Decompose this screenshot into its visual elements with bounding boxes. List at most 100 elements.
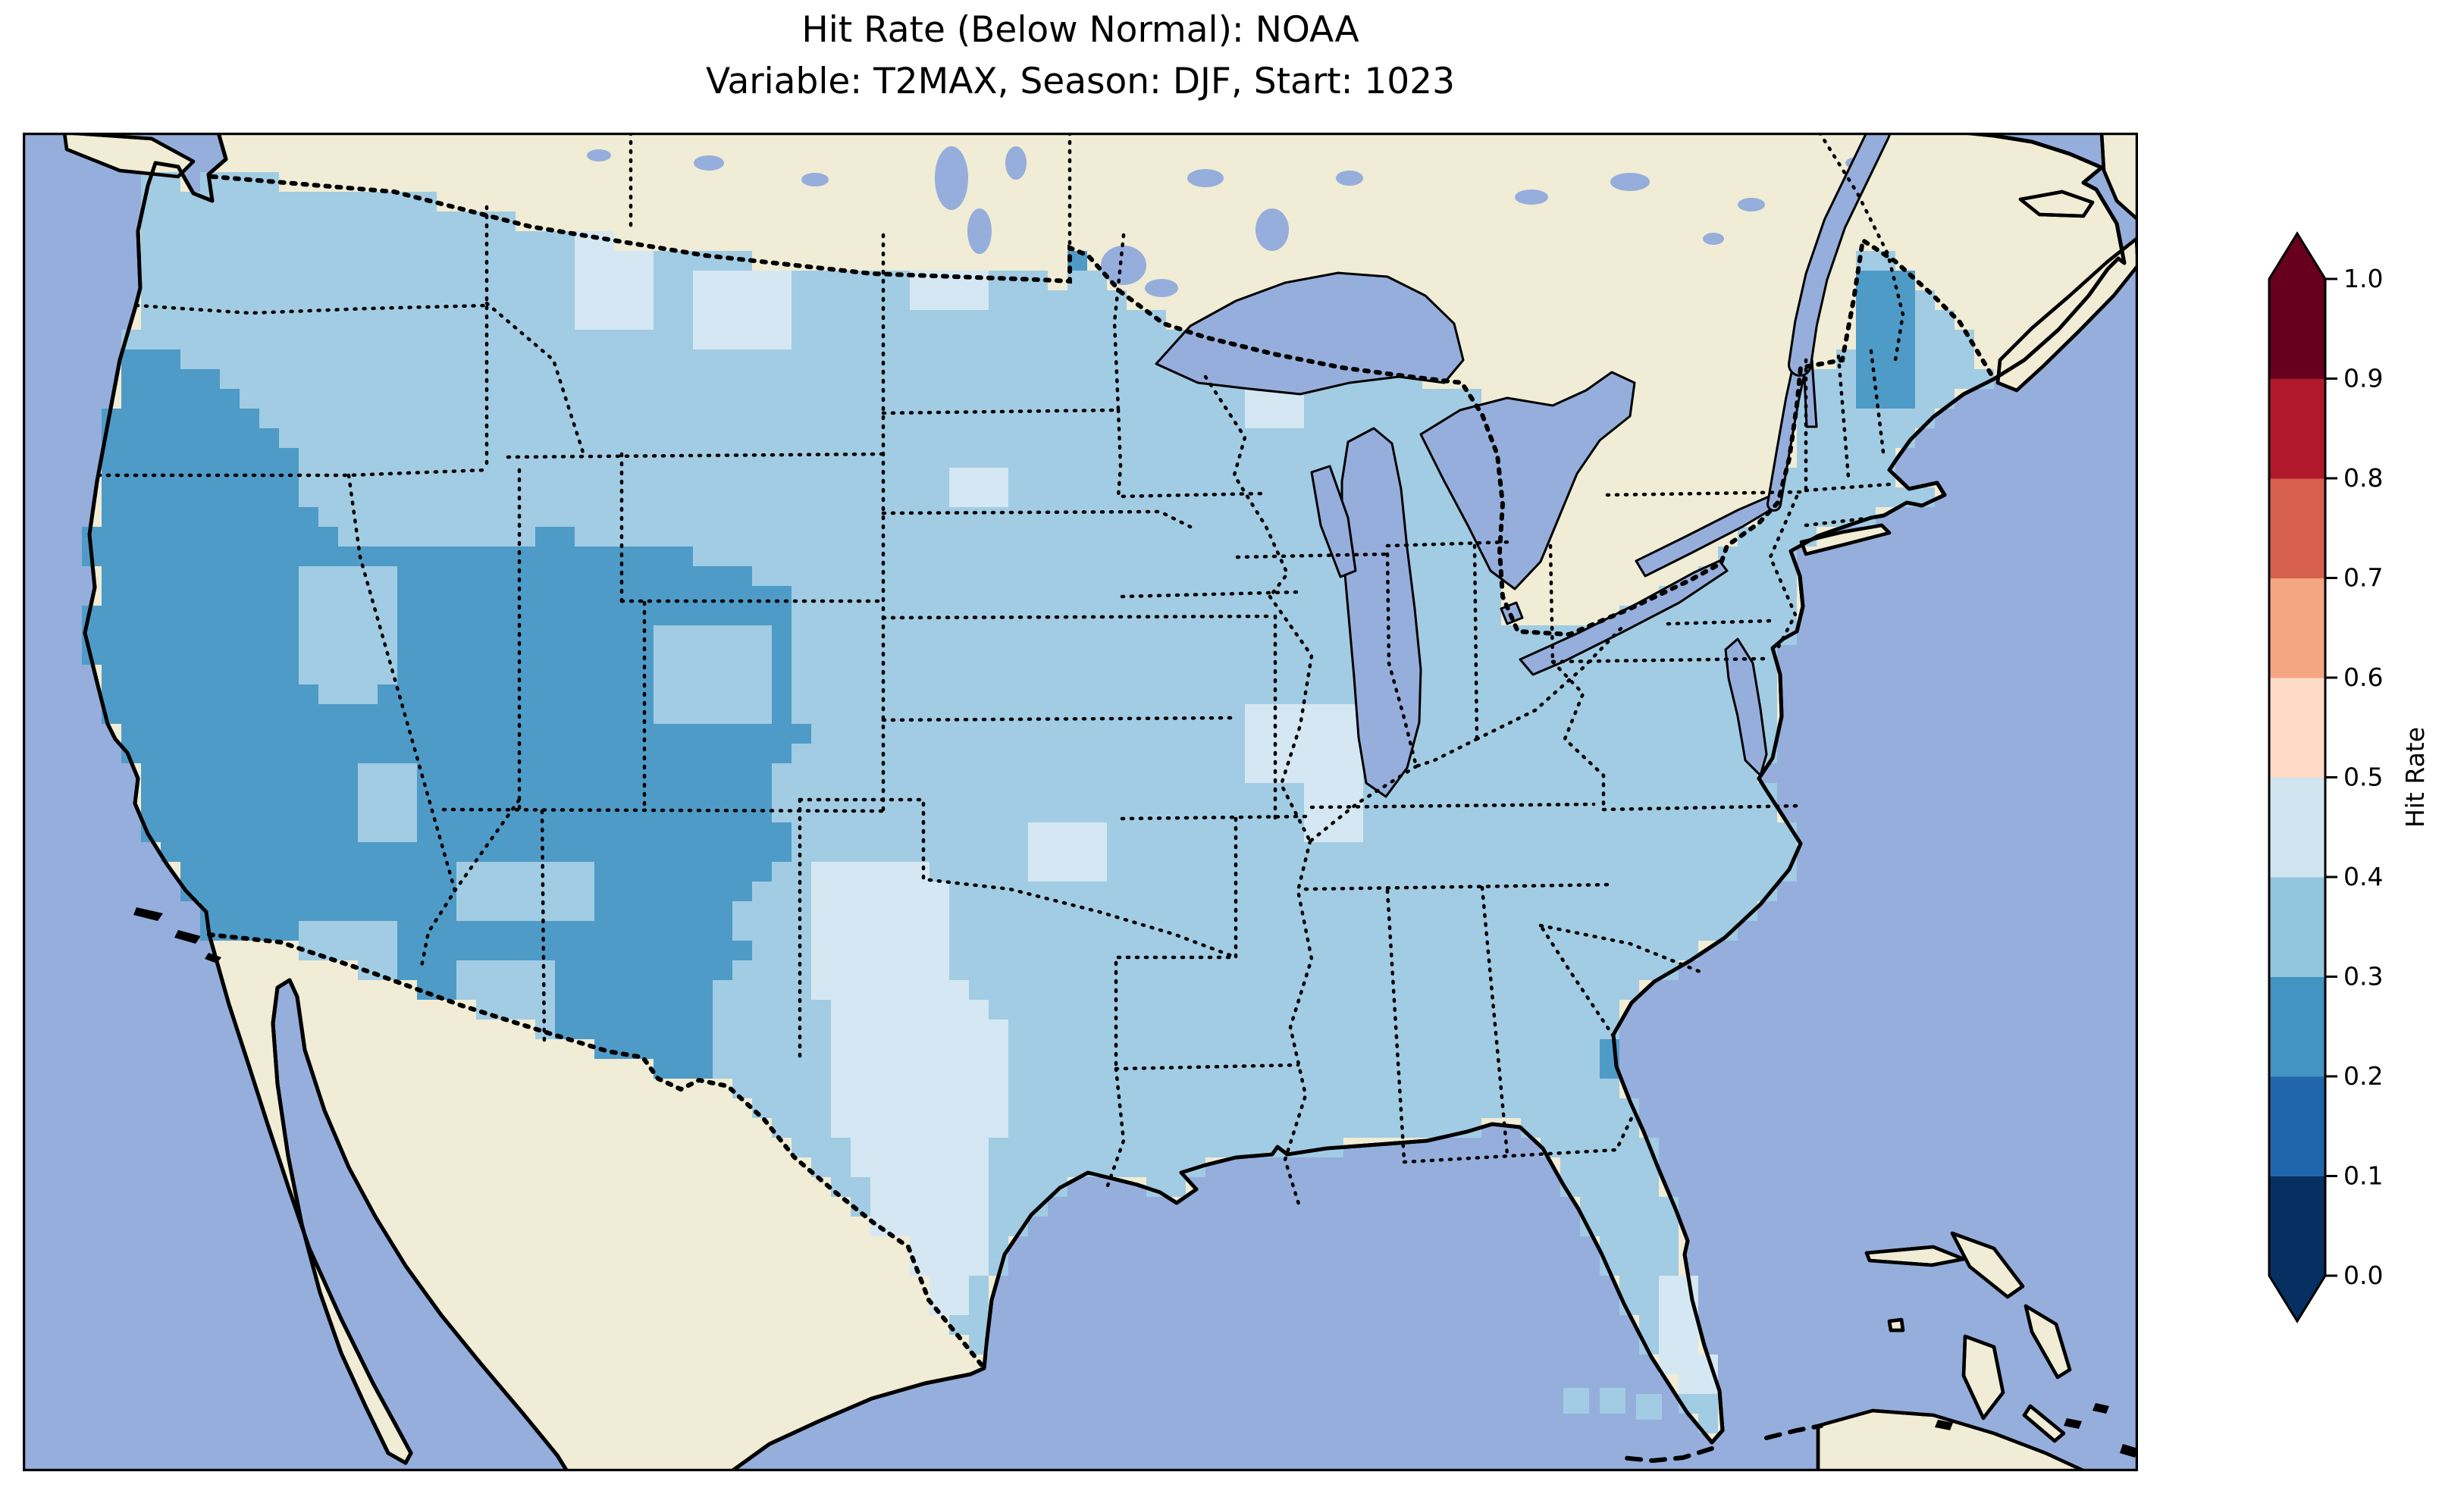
hit-rate-cell [1698, 625, 1718, 645]
hit-rate-cell [772, 330, 792, 349]
hit-rate-cell [713, 409, 732, 428]
hit-rate-cell [1442, 507, 1462, 527]
hit-rate-cell [437, 704, 456, 724]
hit-rate-cell [594, 783, 614, 803]
hit-rate-cell [949, 606, 969, 625]
hit-rate-cell [1698, 803, 1718, 822]
hit-rate-cell [673, 645, 693, 665]
hit-rate-cell [673, 1039, 693, 1059]
hit-rate-cell [1422, 724, 1442, 744]
hit-rate-cell [496, 330, 516, 349]
hit-rate-cell [1146, 980, 1166, 1000]
hit-rate-cell [752, 606, 772, 625]
hit-rate-cell [496, 665, 516, 684]
hit-rate-cell [1127, 349, 1146, 369]
hit-rate-cell [535, 625, 555, 645]
hit-rate-cell [1698, 921, 1718, 941]
hit-rate-cell [259, 487, 279, 507]
hit-rate-cell [989, 507, 1008, 527]
hit-rate-cell [1757, 586, 1777, 606]
hit-rate-cell [1422, 763, 1442, 783]
hit-rate-cell [1225, 1118, 1245, 1138]
hit-rate-cell [1324, 448, 1343, 468]
hit-rate-cell [1521, 1000, 1541, 1019]
hit-rate-cell [1679, 921, 1698, 941]
hit-rate-cell [1659, 1295, 1679, 1315]
hit-rate-cell [161, 527, 180, 547]
hit-rate-cell [1501, 724, 1521, 744]
hit-rate-cell [358, 310, 378, 330]
hit-rate-cell [1225, 1138, 1245, 1157]
hit-rate-cell [121, 389, 141, 409]
hit-rate-cell [496, 921, 516, 941]
hit-rate-cell [851, 448, 870, 468]
hit-rate-cell [1186, 428, 1205, 448]
hit-rate-cell [772, 803, 792, 822]
hit-rate-cell [1245, 724, 1265, 744]
hit-rate-cell [1028, 783, 1048, 803]
hit-rate-cell [989, 1197, 1008, 1217]
hit-rate-cell [1225, 1079, 1245, 1098]
hit-rate-cell [1698, 882, 1718, 901]
hit-rate-cell [397, 783, 417, 803]
hit-rate-cell [1127, 1118, 1146, 1138]
hit-rate-cell [1442, 980, 1462, 1000]
hit-rate-cell [673, 783, 693, 803]
hit-rate-cell [102, 684, 121, 704]
hit-rate-cell [1067, 448, 1087, 468]
hit-rate-cell [752, 1019, 772, 1039]
hit-rate-cell [1442, 606, 1462, 625]
hit-rate-cell [811, 882, 831, 901]
hit-rate-cell [949, 1236, 969, 1256]
hit-rate-cell [417, 704, 437, 724]
hit-rate-cell [1679, 783, 1698, 803]
hit-rate-cell [1146, 684, 1166, 704]
hit-rate-cell [1422, 941, 1442, 960]
hit-rate-cell [279, 645, 299, 665]
hit-rate-cell [1619, 1276, 1639, 1295]
hit-rate-cell [929, 901, 949, 921]
hit-rate-cell [397, 684, 417, 704]
hit-rate-cell [200, 271, 220, 290]
hit-rate-cell [969, 665, 989, 684]
hit-rate-cell [1580, 822, 1600, 842]
hit-rate-cell [1600, 842, 1619, 862]
hit-rate-cell [575, 468, 594, 487]
hit-rate-cell [516, 369, 535, 389]
hit-rate-cell [220, 842, 240, 862]
hit-rate-cell [1166, 862, 1186, 882]
hit-rate-cell [417, 428, 437, 448]
hit-rate-cell [1284, 428, 1304, 448]
hit-rate-cell [1028, 369, 1048, 389]
hit-rate-cell [476, 566, 496, 586]
hit-rate-cell [1560, 1059, 1580, 1079]
hit-rate-cell [1383, 842, 1403, 862]
hit-rate-cell [1600, 1079, 1619, 1098]
hit-rate-cell [299, 606, 318, 625]
hit-rate-cell [989, 428, 1008, 448]
hit-rate-cell [929, 507, 949, 527]
hit-rate-cell [989, 1039, 1008, 1059]
hit-rate-cell [200, 468, 220, 487]
hit-rate-cell [1324, 822, 1343, 842]
hit-rate-cell [456, 428, 476, 448]
hit-rate-cell [1403, 862, 1422, 882]
hit-rate-cell [1008, 803, 1028, 822]
hit-rate-cell [772, 842, 792, 862]
hit-rate-cell [673, 349, 693, 369]
hit-rate-cell [831, 369, 851, 389]
hit-rate-cell [1304, 882, 1324, 901]
hit-rate-cell [811, 487, 831, 507]
hit-rate-cell [910, 586, 929, 606]
hit-rate-cell [476, 763, 496, 783]
hit-rate-cell [1915, 389, 1935, 409]
hit-rate-cell [417, 349, 437, 369]
hit-rate-cell [496, 527, 516, 547]
hit-rate-cell [1127, 389, 1146, 409]
hit-rate-cell [1422, 625, 1442, 645]
hit-rate-cell [378, 192, 397, 211]
hit-rate-cell [1107, 783, 1127, 803]
hit-rate-cell [752, 349, 772, 369]
hit-rate-cell [792, 1059, 811, 1079]
hit-rate-cell [516, 960, 535, 980]
